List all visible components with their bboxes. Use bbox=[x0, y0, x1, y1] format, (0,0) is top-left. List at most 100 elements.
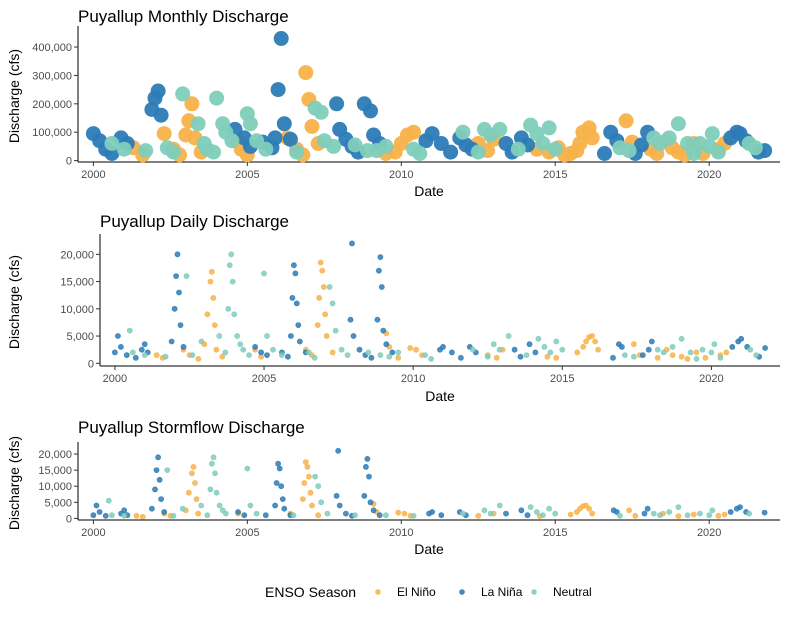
data-point bbox=[675, 504, 682, 510]
data-point bbox=[213, 346, 220, 353]
data-point bbox=[311, 354, 318, 361]
data-point bbox=[304, 463, 311, 470]
data-point bbox=[258, 349, 264, 356]
data-point bbox=[350, 333, 357, 339]
data-point bbox=[532, 349, 539, 356]
data-point bbox=[229, 278, 236, 285]
data-point bbox=[517, 353, 524, 360]
data-point bbox=[457, 354, 464, 361]
data-point bbox=[322, 311, 329, 318]
y-tick-label: 5,000 bbox=[44, 497, 72, 509]
data-point bbox=[152, 486, 158, 493]
data-point bbox=[210, 454, 217, 461]
y-tick-label: 0 bbox=[66, 513, 72, 525]
data-point bbox=[511, 346, 518, 353]
data-point bbox=[654, 346, 661, 353]
data-point bbox=[693, 355, 700, 362]
data-point bbox=[412, 146, 428, 161]
data-point bbox=[319, 267, 326, 274]
data-point bbox=[438, 512, 445, 519]
data-point bbox=[275, 460, 281, 467]
data-point bbox=[299, 496, 306, 502]
data-point bbox=[141, 341, 148, 348]
y-axis-title: Discharge (cfs) bbox=[6, 255, 22, 349]
data-point bbox=[118, 343, 124, 350]
data-point bbox=[687, 349, 694, 356]
data-point bbox=[264, 352, 270, 358]
data-point bbox=[481, 507, 488, 514]
y-tick-label: 20,000 bbox=[60, 249, 94, 261]
x-tick-label: 2010 bbox=[389, 527, 413, 539]
data-point bbox=[670, 116, 686, 132]
data-point bbox=[190, 116, 206, 132]
data-point bbox=[632, 512, 639, 519]
data-point bbox=[272, 502, 278, 509]
data-point bbox=[352, 512, 358, 519]
x-tick-label: 2020 bbox=[697, 527, 721, 539]
data-point bbox=[524, 512, 531, 519]
data-point bbox=[377, 352, 384, 358]
series-El Niño bbox=[153, 259, 730, 362]
data-point bbox=[105, 497, 112, 504]
legend-label: Neutral bbox=[553, 585, 592, 599]
data-point bbox=[496, 502, 503, 509]
series-La Niña bbox=[112, 240, 768, 361]
data-point bbox=[235, 509, 241, 515]
data-point bbox=[723, 349, 730, 356]
data-point bbox=[376, 512, 383, 519]
data-point bbox=[715, 512, 722, 519]
x-tick-label: 2010 bbox=[389, 169, 413, 181]
data-point bbox=[583, 338, 589, 345]
data-point bbox=[364, 455, 371, 462]
data-point bbox=[697, 510, 703, 517]
data-point bbox=[747, 346, 754, 353]
data-point bbox=[669, 343, 676, 350]
data-point bbox=[276, 116, 292, 132]
data-point bbox=[246, 352, 252, 358]
data-point bbox=[395, 349, 402, 356]
data-point bbox=[289, 294, 296, 301]
data-point bbox=[395, 354, 402, 361]
data-point bbox=[684, 355, 691, 362]
data-point bbox=[613, 509, 620, 515]
data-point bbox=[183, 273, 190, 279]
data-point bbox=[302, 459, 309, 465]
data-point bbox=[540, 512, 546, 519]
y-axis-title: Discharge (cfs) bbox=[6, 436, 22, 530]
data-point bbox=[156, 476, 163, 483]
data-point bbox=[293, 300, 300, 307]
data-point bbox=[219, 353, 226, 360]
data-point bbox=[155, 454, 161, 461]
y-tick-label: 0 bbox=[66, 156, 72, 168]
data-point bbox=[168, 338, 175, 345]
data-point bbox=[428, 355, 434, 362]
data-point bbox=[386, 353, 393, 360]
data-point bbox=[547, 349, 554, 356]
data-point bbox=[693, 349, 700, 356]
data-point bbox=[356, 346, 363, 353]
data-point bbox=[365, 349, 372, 356]
y-tick-label: 0 bbox=[88, 358, 94, 370]
data-point bbox=[645, 346, 652, 353]
y-tick-label: 20,000 bbox=[38, 449, 72, 461]
data-point bbox=[367, 499, 374, 506]
series-La Niña bbox=[90, 447, 768, 519]
y-tick-label: 100,000 bbox=[32, 127, 72, 139]
data-point bbox=[678, 335, 685, 342]
x-tick-label: 2010 bbox=[401, 373, 425, 385]
data-point bbox=[267, 130, 283, 146]
data-point bbox=[727, 509, 734, 515]
data-point bbox=[541, 343, 548, 350]
data-point bbox=[312, 473, 318, 480]
data-point bbox=[281, 505, 288, 512]
data-point bbox=[231, 311, 238, 318]
x-tick-label: 2000 bbox=[103, 373, 127, 385]
data-point bbox=[180, 343, 187, 350]
data-point bbox=[207, 278, 214, 285]
data-point bbox=[326, 138, 342, 154]
data-point bbox=[226, 262, 233, 269]
data-point bbox=[675, 513, 682, 519]
data-point bbox=[717, 354, 724, 361]
data-point bbox=[112, 349, 118, 356]
data-point bbox=[93, 502, 100, 509]
